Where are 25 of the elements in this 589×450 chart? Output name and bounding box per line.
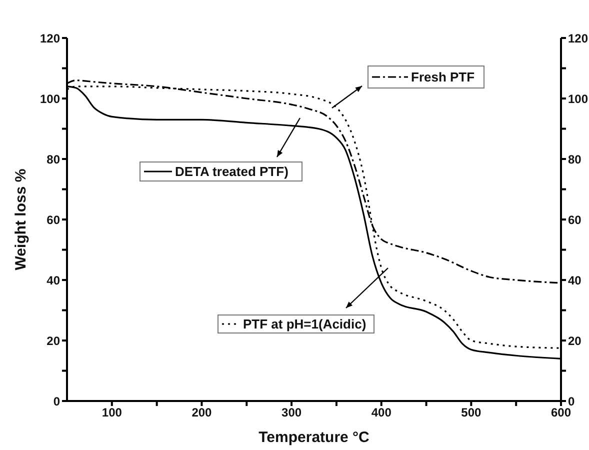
y-tick-label: 100 xyxy=(40,92,60,106)
y-tick-label: 0 xyxy=(53,394,60,408)
y-tick-label: 20 xyxy=(46,334,60,348)
legend-label: PTF at pH=1(Acidic) xyxy=(243,316,366,332)
y-axis-title: Weight loss % xyxy=(12,168,30,270)
y2-tick-label: 120 xyxy=(568,31,588,46)
y-tick-label: 120 xyxy=(40,31,60,46)
x-tick-label: 100 xyxy=(102,406,122,420)
x-tick-label: 400 xyxy=(371,406,392,420)
y2-tick-label: 80 xyxy=(568,152,582,166)
x-tick-label: 500 xyxy=(461,406,482,420)
legend-label: Fresh PTF xyxy=(411,70,475,84)
y-tick-label: 60 xyxy=(46,212,60,227)
x-tick-label: 300 xyxy=(282,406,302,420)
y2-tick-label: 100 xyxy=(568,92,588,106)
y-tick-label: 40 xyxy=(46,273,60,288)
y2-tick-label: 40 xyxy=(568,273,582,288)
y2-tick-label: 20 xyxy=(568,334,582,348)
legend-label: DETA treated PTF) xyxy=(175,164,288,179)
x-tick-label: 200 xyxy=(192,406,212,420)
x-tick-label: 600 xyxy=(550,406,572,420)
y2-tick-label: 0 xyxy=(568,394,575,408)
x-axis-title: Temperature °C xyxy=(258,429,370,446)
y2-tick-label: 60 xyxy=(568,212,582,227)
y-tick-label: 80 xyxy=(46,152,60,166)
